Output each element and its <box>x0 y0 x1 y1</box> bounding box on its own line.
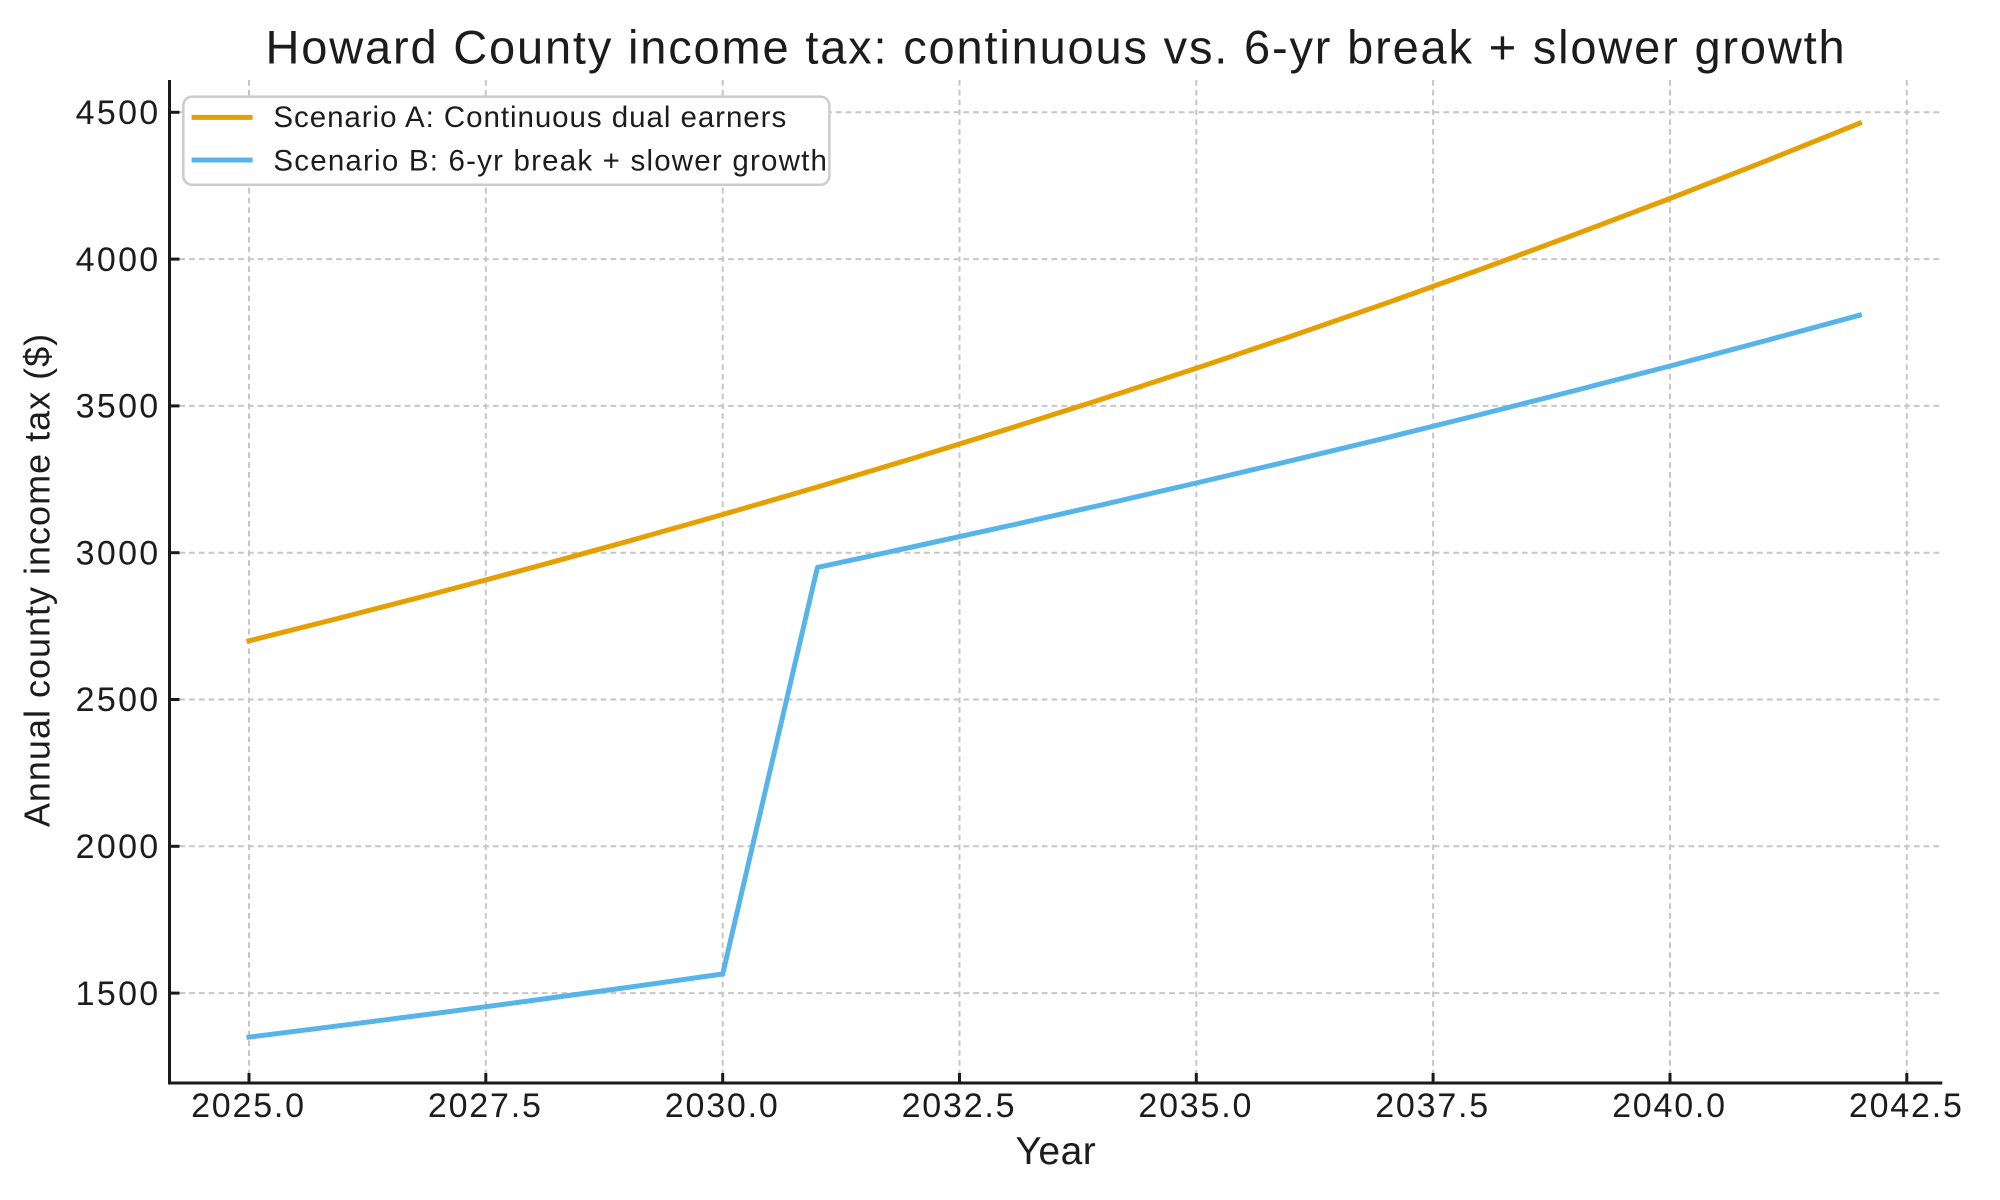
svg-text:Howard County income tax: cont: Howard County income tax: continuous vs.… <box>266 21 1847 74</box>
svg-text:Year: Year <box>1015 1130 1096 1173</box>
svg-text:Scenario B: 6-yr break + slowe: Scenario B: 6-yr break + slower growth <box>273 144 828 177</box>
svg-text:3000: 3000 <box>76 534 161 572</box>
svg-text:3500: 3500 <box>76 388 161 426</box>
svg-text:2040.0: 2040.0 <box>1612 1087 1727 1125</box>
svg-text:2030.0: 2030.0 <box>665 1087 780 1125</box>
svg-text:Scenario A: Continuous dual ea: Scenario A: Continuous dual earners <box>273 101 787 134</box>
svg-text:Annual county income tax ($): Annual county income tax ($) <box>17 333 58 827</box>
svg-text:2000: 2000 <box>76 828 161 866</box>
svg-text:1500: 1500 <box>76 975 161 1013</box>
svg-text:4500: 4500 <box>76 94 161 132</box>
svg-text:2042.5: 2042.5 <box>1849 1087 1964 1125</box>
svg-text:2032.5: 2032.5 <box>902 1087 1017 1125</box>
svg-text:2027.5: 2027.5 <box>428 1087 543 1125</box>
svg-text:4000: 4000 <box>76 241 161 279</box>
svg-text:2025.0: 2025.0 <box>191 1087 306 1125</box>
svg-text:2500: 2500 <box>76 681 161 719</box>
svg-text:2035.0: 2035.0 <box>1138 1087 1253 1125</box>
svg-text:2037.5: 2037.5 <box>1375 1087 1490 1125</box>
